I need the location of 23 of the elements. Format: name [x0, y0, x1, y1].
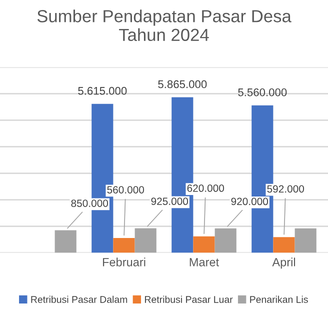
bar: [134, 228, 156, 253]
bar: [214, 228, 236, 253]
bar: [273, 237, 295, 253]
legend-label: Retribusi Pasar Luar: [145, 296, 233, 303]
bar: [113, 238, 135, 253]
data-label: 5.865.000: [158, 80, 207, 88]
data-label: 925.000: [151, 198, 188, 206]
x-tick-label: April: [272, 258, 296, 269]
data-label: 5.560.000: [238, 88, 287, 96]
data-label: 592.000: [267, 185, 304, 193]
data-label: 560.000: [107, 186, 144, 194]
bar: [193, 236, 215, 253]
data-label: 850.000: [71, 200, 108, 207]
x-tick-label: Februari: [102, 258, 146, 266]
legend-label: Retribusi Pasar Dalam: [31, 296, 128, 303]
bar: [294, 228, 316, 253]
data-label: 5.615.000: [78, 86, 127, 95]
data-label: 920.000: [231, 198, 268, 206]
x-tick-label: Maret: [190, 258, 220, 266]
legend-label: Penarikan Lis: [250, 296, 308, 303]
data-label: 620.000: [187, 184, 224, 192]
chart-title: Sumber Pendapatan Pasar Desa Tahun 2024: [37, 10, 292, 42]
bar: [54, 230, 76, 253]
